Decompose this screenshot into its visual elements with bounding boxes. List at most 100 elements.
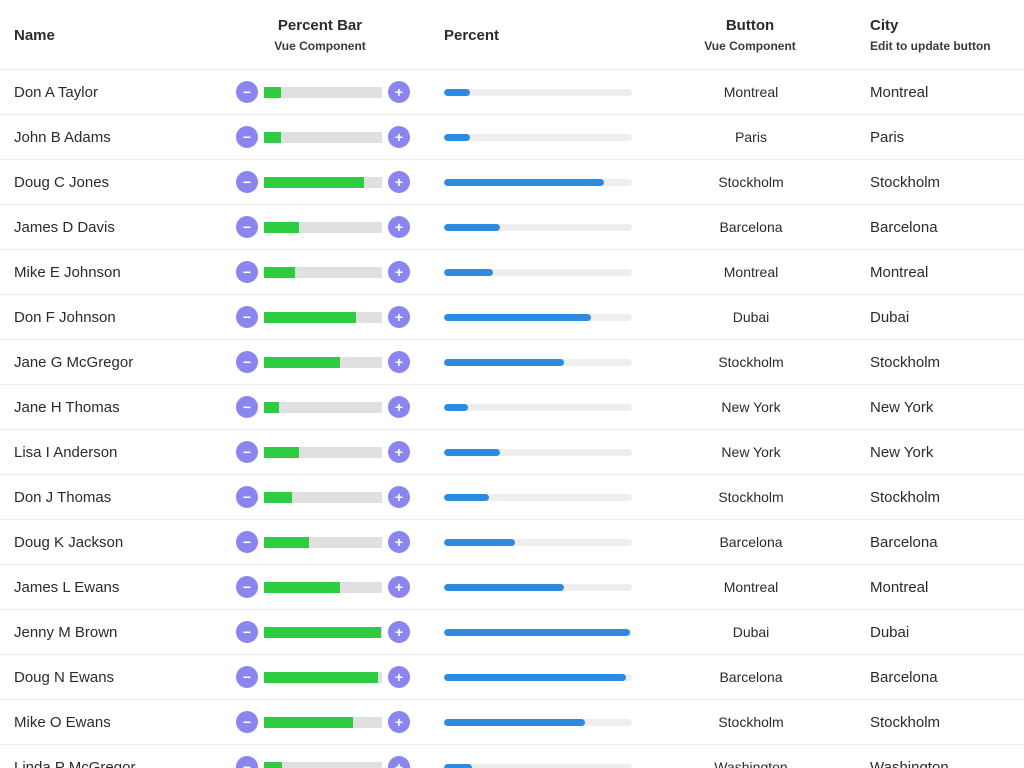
cell-city[interactable]: Barcelona [870,533,938,551]
cell-city[interactable]: New York [870,398,934,416]
minus-icon[interactable]: − [236,216,258,238]
cell-percent[interactable] [444,610,632,654]
plus-icon[interactable]: + [388,756,410,768]
plus-icon[interactable]: + [388,576,410,598]
cell-percent[interactable] [444,205,632,249]
plus-icon[interactable]: + [388,261,410,283]
city-button[interactable]: Dubai [732,624,770,640]
header-name[interactable]: Name [14,0,55,70]
cell-percent[interactable] [444,430,632,474]
plus-icon[interactable]: + [388,621,410,643]
cell-name[interactable]: Mike O Ewans [14,713,111,731]
city-button[interactable]: Stockholm [718,489,784,505]
cell-percent[interactable] [444,565,632,609]
minus-icon[interactable]: − [236,351,258,373]
city-button[interactable]: Dubai [732,309,770,325]
cell-city[interactable]: Dubai [870,623,910,641]
cell-name[interactable]: Jenny M Brown [14,623,118,641]
cell-name[interactable]: James D Davis [14,218,115,236]
cell-city[interactable]: Washington [870,758,949,768]
city-button[interactable]: Stockholm [718,714,784,730]
cell-city[interactable]: Dubai [870,308,910,326]
city-button[interactable]: Stockholm [718,354,784,370]
city-button[interactable]: New York [721,399,781,415]
minus-icon[interactable]: − [236,441,258,463]
cell-city[interactable]: Stockholm [870,488,941,506]
minus-icon[interactable]: − [236,126,258,148]
header-percent[interactable]: Percent [444,0,499,70]
plus-icon[interactable]: + [388,351,410,373]
cell-city[interactable]: Stockholm [870,353,941,371]
cell-name[interactable]: James L Ewans [14,578,120,596]
cell-name[interactable]: Don F Johnson [14,308,116,326]
cell-city[interactable]: Stockholm [870,713,941,731]
plus-icon[interactable]: + [388,666,410,688]
minus-icon[interactable]: − [236,306,258,328]
city-button[interactable]: Montreal [723,264,779,280]
minus-icon[interactable]: − [236,621,258,643]
minus-icon[interactable]: − [236,531,258,553]
city-button[interactable]: Montreal [723,579,779,595]
cell-name[interactable]: Mike E Johnson [14,263,121,281]
minus-icon[interactable]: − [236,261,258,283]
cell-city[interactable]: Stockholm [870,173,941,191]
cell-city[interactable]: Montreal [870,83,929,101]
cell-percent[interactable] [444,160,632,204]
cell-city[interactable]: Barcelona [870,668,938,686]
cell-city[interactable]: Paris [870,128,905,146]
plus-icon[interactable]: + [388,486,410,508]
header-percent-bar[interactable]: Percent Bar Vue Component [230,0,410,70]
cell-city[interactable]: New York [870,443,934,461]
cell-name[interactable]: Don A Taylor [14,83,98,101]
plus-icon[interactable]: + [388,306,410,328]
minus-icon[interactable]: − [236,396,258,418]
cell-name[interactable]: Jane H Thomas [14,398,120,416]
cell-percent[interactable] [444,655,632,699]
city-button[interactable]: Paris [735,129,767,145]
cell-name[interactable]: Doug K Jackson [14,533,124,551]
city-button[interactable]: Stockholm [718,174,784,190]
minus-icon[interactable]: − [236,81,258,103]
header-button[interactable]: Button Vue Component [680,0,820,70]
cell-city[interactable]: Montreal [870,263,929,281]
minus-icon[interactable]: − [236,576,258,598]
plus-icon[interactable]: + [388,531,410,553]
cell-name[interactable]: John B Adams [14,128,111,146]
city-button[interactable]: Barcelona [719,534,783,550]
cell-percent[interactable] [444,250,632,294]
cell-city[interactable]: Barcelona [870,218,938,236]
minus-icon[interactable]: − [236,171,258,193]
plus-icon[interactable]: + [388,396,410,418]
city-button[interactable]: Barcelona [719,669,783,685]
cell-percent[interactable] [444,115,632,159]
minus-icon[interactable]: − [236,486,258,508]
plus-icon[interactable]: + [388,81,410,103]
cell-percent[interactable] [444,295,632,339]
cell-percent[interactable] [444,340,632,384]
header-city[interactable]: City Edit to update button [870,0,991,70]
plus-icon[interactable]: + [388,216,410,238]
cell-percent[interactable] [444,745,632,768]
city-button[interactable]: Barcelona [719,219,783,235]
cell-percent[interactable] [444,385,632,429]
minus-icon[interactable]: − [236,666,258,688]
cell-name[interactable]: Lisa I Anderson [14,443,118,461]
cell-name[interactable]: Jane G McGregor [14,353,134,371]
cell-name[interactable]: Linda P McGregor [14,758,136,768]
cell-name[interactable]: Doug N Ewans [14,668,115,686]
cell-name[interactable]: Doug C Jones [14,173,110,191]
city-button[interactable]: Washington [714,759,788,768]
cell-percent[interactable] [444,520,632,564]
cell-city[interactable]: Montreal [870,578,929,596]
cell-percent[interactable] [444,475,632,519]
plus-icon[interactable]: + [388,126,410,148]
plus-icon[interactable]: + [388,441,410,463]
minus-icon[interactable]: − [236,711,258,733]
plus-icon[interactable]: + [388,711,410,733]
plus-icon[interactable]: + [388,171,410,193]
city-button[interactable]: New York [721,444,781,460]
cell-name[interactable]: Don J Thomas [14,488,112,506]
city-button[interactable]: Montreal [723,84,779,100]
minus-icon[interactable]: − [236,756,258,768]
cell-percent[interactable] [444,700,632,744]
